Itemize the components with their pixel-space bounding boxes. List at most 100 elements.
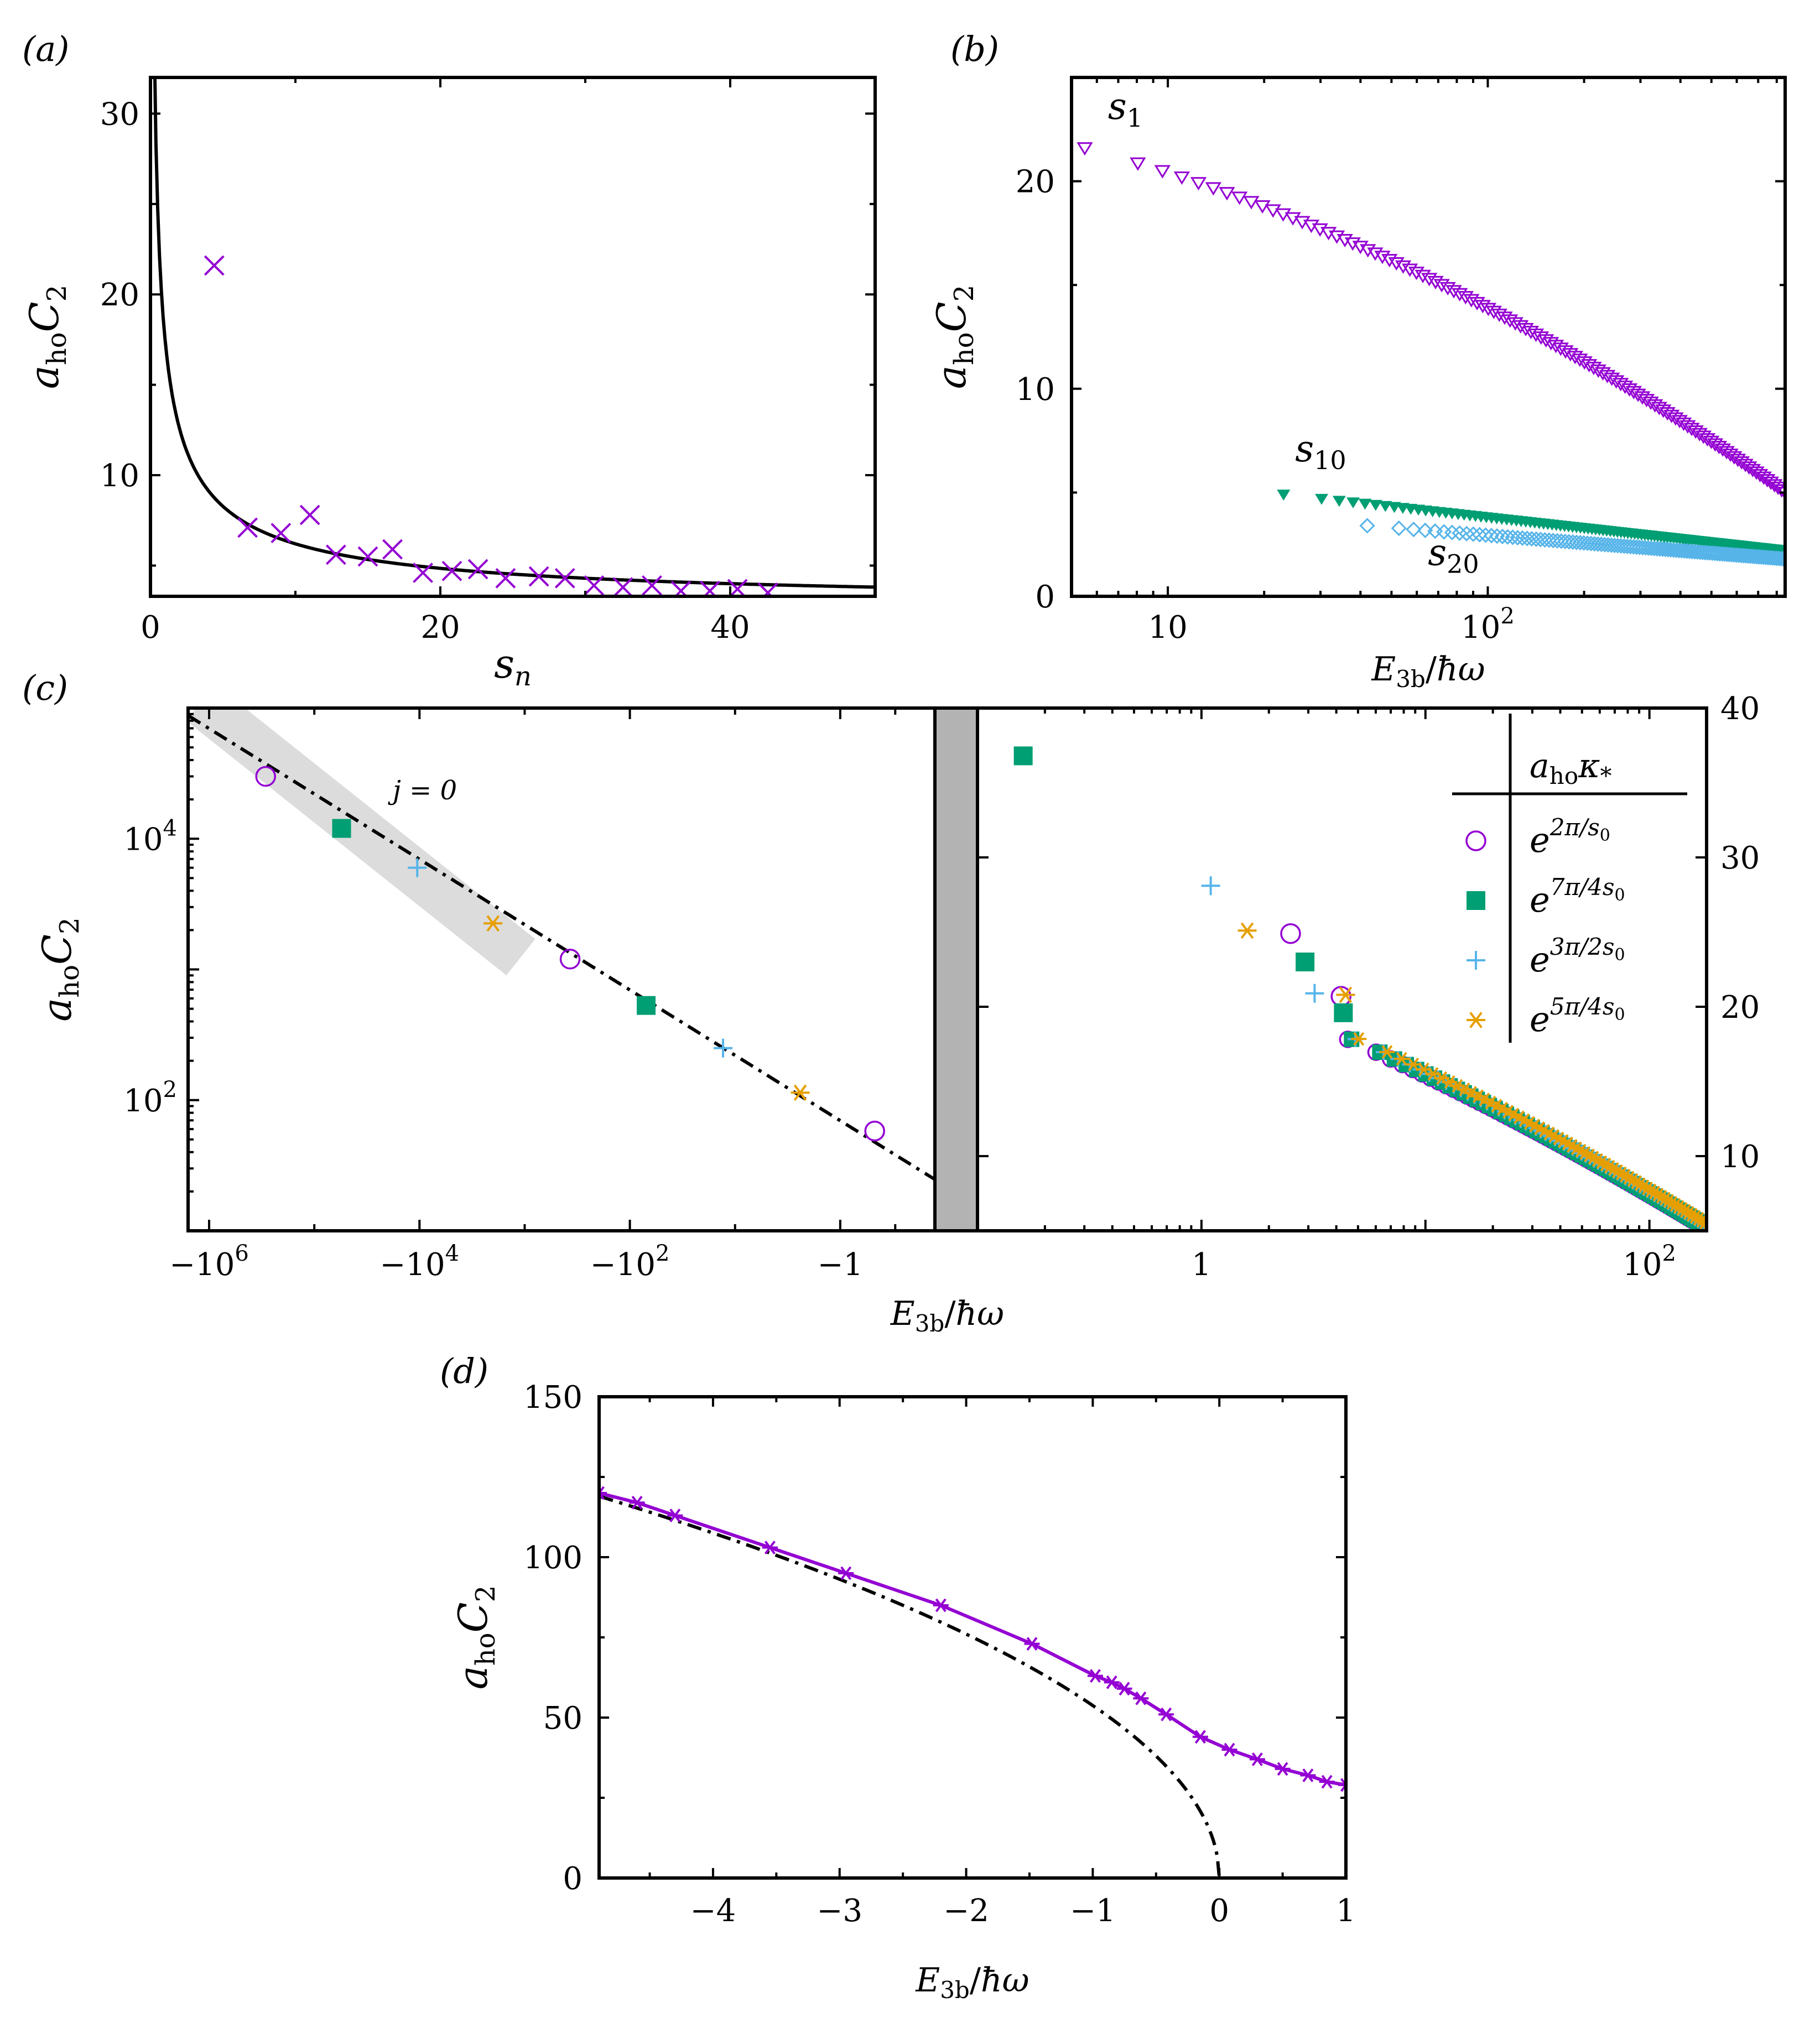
fit-curve [153,77,875,589]
x-axis-label: E3b/ħω [915,1961,1029,2004]
data-point [1336,986,1355,1003]
data-point [237,517,258,538]
data-point [554,568,575,589]
y-axis-label: ahoC2 [928,285,980,389]
data-point [1722,547,1738,563]
data-point [1401,263,1418,277]
data-point [1587,535,1603,552]
data-point [204,255,225,276]
plot-frame [149,76,877,598]
data-point [255,766,276,787]
data-point [762,1541,778,1554]
data-point [757,582,778,596]
data-point [1359,518,1375,534]
data-point [1706,1229,1707,1231]
data-point [1583,535,1599,552]
tick-label: 0 [141,610,160,646]
data-point [413,563,433,583]
data-point [1116,1682,1132,1696]
data-point [1771,550,1785,566]
data-point [699,580,720,596]
data-point [1463,294,1480,308]
tick-label: 40 [1720,691,1760,727]
legend: ahoκ* e2π/s0 e7π/4s0 e3π/2s0 e5π/4s0 [1452,714,1687,1043]
x-axis-label: E3b/ħω [1371,650,1485,693]
data-point [325,544,346,565]
tick-label: 20 [420,610,460,646]
data-point [408,858,427,877]
data-point [1360,244,1376,258]
data-point [1154,165,1171,179]
data-point [1773,550,1785,566]
data-point [1104,1675,1120,1689]
tick-label: 0 [1209,1893,1229,1929]
data-point [1379,1045,1395,1059]
data-point [1417,522,1433,538]
data-point [1314,493,1328,505]
data-point [1358,498,1372,510]
data-point [1130,157,1146,171]
tick-label: 102 [123,1077,177,1119]
data-point [1265,204,1281,218]
data-point [1459,526,1475,542]
data-point [382,539,403,560]
panel-label: (d) [440,1351,488,1391]
data-point [642,575,662,596]
data-point [1433,279,1450,293]
data-point [933,1598,949,1612]
highlight-band [188,708,535,976]
legend-label: e2π/s0 [1530,814,1610,860]
plot-frame [1070,76,1787,598]
data-point [1408,267,1425,280]
data-point [1192,1730,1208,1744]
legend-label: e7π/4s0 [1530,873,1625,920]
data-point [1305,984,1324,1003]
tick-label: 0 [563,1861,583,1897]
data-point [1471,527,1488,543]
data-point [528,566,549,587]
data-point [1775,551,1785,567]
tick-label: −106 [169,1241,249,1283]
data-point [441,560,462,581]
data-point [1219,187,1235,201]
panel-label: (a) [22,29,69,69]
data-point [864,1120,885,1142]
data-point [1374,251,1391,264]
axis-break [933,706,979,1232]
data-point [1500,1105,1516,1119]
data-point [1158,1707,1174,1721]
data-point [1077,142,1093,156]
plot-area [1077,142,1785,567]
data-point [1593,536,1609,553]
data-point [299,504,320,526]
data-point [1427,275,1444,290]
annotation: j = 0 [388,775,457,806]
data-point [1296,953,1315,971]
tick-label: 104 [123,815,177,857]
data-point [1391,520,1407,537]
data-point [1719,546,1735,563]
fit-line [188,714,935,1181]
tick-label: 102 [1461,604,1515,646]
data-point [1489,1099,1505,1113]
legend-marker [1467,1012,1485,1028]
data-point [357,546,378,567]
tick-label: 30 [1720,840,1760,876]
data-point [1528,531,1545,547]
data-point [559,949,581,970]
data-point [791,1084,810,1101]
data-point [1201,876,1220,896]
x-axis-label: sn [494,641,532,692]
data-point [1469,296,1485,311]
data-point [1319,1775,1335,1789]
tick-label: −3 [817,1893,862,1929]
data-point [1367,247,1384,261]
data-point [467,559,488,580]
data-point [1294,216,1311,230]
data-point [1439,282,1456,296]
tick-label: −1 [818,1247,864,1283]
data-point [1483,528,1500,544]
x-axis-label: E3b/ħω [890,1294,1004,1337]
